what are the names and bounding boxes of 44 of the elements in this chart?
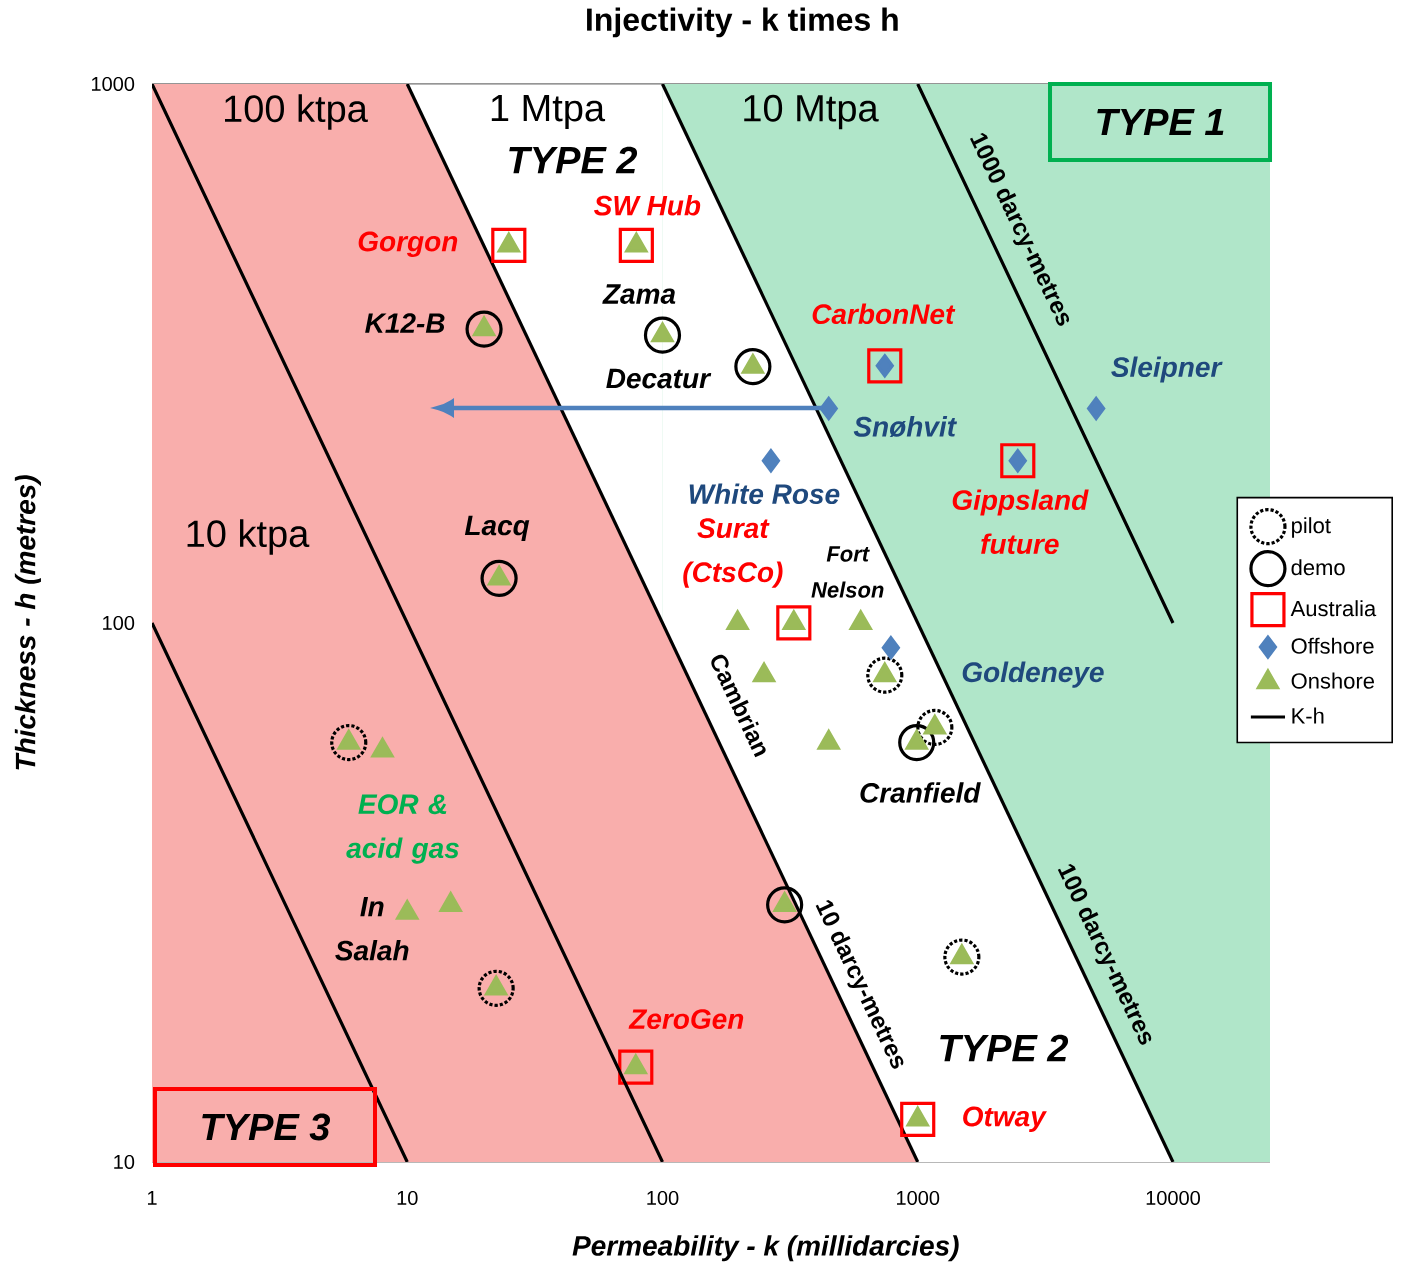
annotation: 10 ktpa — [187, 519, 310, 555]
annotation: ZeroGen — [628, 1009, 744, 1029]
x-tick-label: 10000 — [1146, 1190, 1200, 1206]
annotation: CarbonNet — [812, 303, 956, 325]
annotation: Otway — [963, 1106, 1047, 1132]
annotation: TYPE 1 — [1097, 108, 1224, 136]
annotation: Surat (CtsCo) — [683, 518, 783, 588]
y-tick-label: 1000 — [91, 76, 135, 92]
annotation: TYPE 2 — [940, 1034, 1069, 1062]
annotation: TYPE 3 — [202, 1113, 331, 1141]
legend-label: Onshore — [1291, 672, 1375, 689]
legend-label: pilot — [1292, 517, 1331, 538]
annotation: 10 Mtpa — [744, 94, 879, 130]
x-tick-label: 1 — [147, 1191, 157, 1205]
y-tick-label: 100 — [103, 615, 135, 631]
annotation: Decatur — [606, 368, 712, 389]
legend-label: Australia — [1290, 600, 1377, 617]
x-axis-title: Permeability - k (millidarcies) — [572, 1235, 959, 1262]
annotation: Sleipner — [1111, 356, 1223, 383]
annotation: In Salah — [335, 896, 409, 961]
annotation: Cranfield — [860, 782, 981, 803]
annotation: SW Hub — [594, 195, 701, 216]
chart-title: Injectivity - k times h — [587, 7, 898, 38]
legend-label: K-h — [1292, 707, 1324, 724]
legend-label: Offshore — [1291, 637, 1374, 654]
y-axis-title: Thickness - h (metres) — [14, 475, 41, 770]
annotation: TYPE 2 — [509, 146, 638, 174]
annotation: Lacq — [464, 515, 530, 541]
legend-label: demo — [1291, 559, 1345, 576]
annotation: Gorgon — [358, 231, 458, 257]
annotation: Goldeneye — [962, 661, 1104, 688]
annotation: EOR & acid gas — [346, 794, 459, 864]
y-tick-label: 10 — [114, 1154, 135, 1170]
annotation: Zama — [602, 284, 676, 304]
annotation: Snøhvit — [853, 416, 958, 437]
annotation: K12-B — [365, 313, 445, 333]
annotation: 100 ktpa — [225, 94, 368, 130]
x-tick-label: 1000 — [897, 1190, 940, 1206]
annotation: Fort Nelson — [811, 546, 884, 598]
annotation: Gippsland future — [952, 489, 1089, 555]
x-tick-label: 100 — [647, 1190, 679, 1206]
annotation: White Rose — [689, 483, 840, 505]
x-tick-label: 10 — [397, 1190, 418, 1206]
annotation: 1 Mtpa — [491, 94, 606, 129]
